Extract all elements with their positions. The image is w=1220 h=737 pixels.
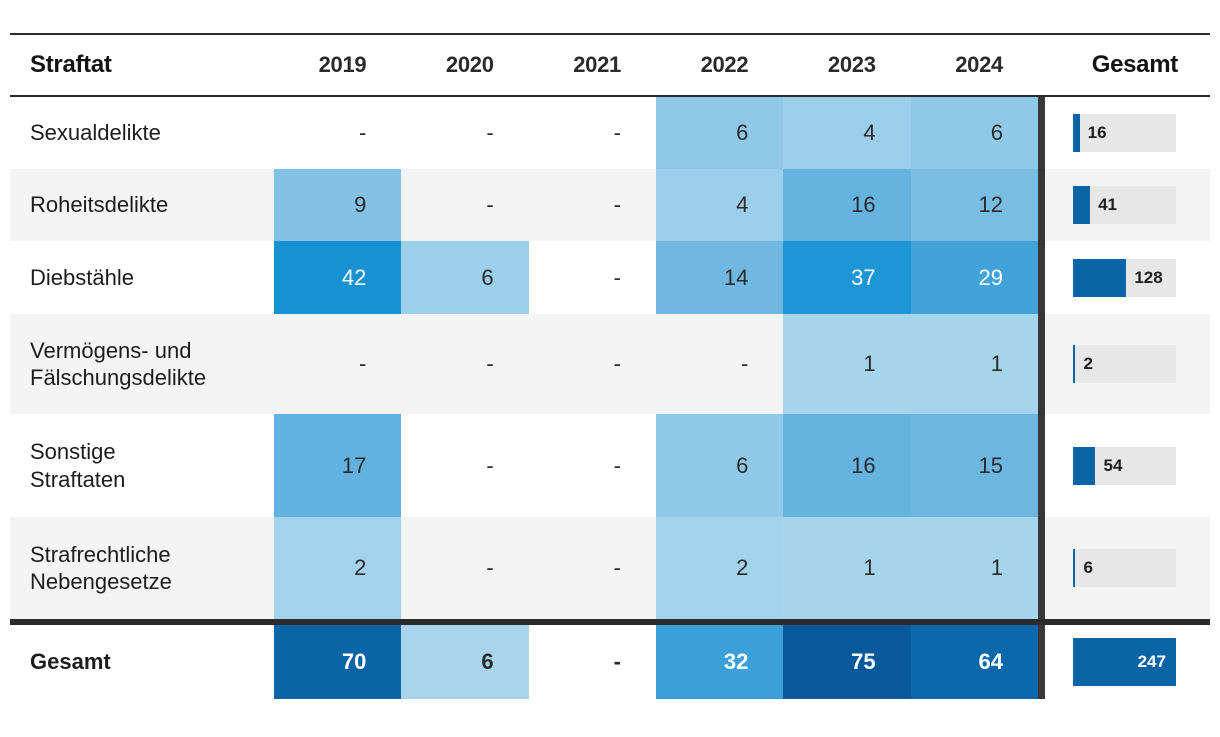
year-cell: 1 — [783, 517, 911, 619]
total-bar — [1072, 186, 1091, 224]
year-cell: 15 — [910, 414, 1038, 517]
total-bar-track: 41 — [1072, 186, 1176, 224]
total-value: 6 — [1083, 558, 1093, 577]
column-header-gesamt: Gesamt — [1091, 51, 1179, 78]
table-row-diebstaehle: Diebstähle 42 6 - 14 37 29 128 — [10, 241, 1210, 314]
gesamt-cell: 41 — [1037, 169, 1210, 241]
year-cell: 6 — [910, 97, 1038, 169]
year-cell: - — [740, 351, 749, 376]
year-cell: 1 — [783, 314, 911, 414]
column-header-2024: 2024 — [955, 52, 1003, 77]
total-value: 128 — [1134, 267, 1163, 287]
column-header-straftat: Straftat — [30, 51, 112, 78]
year-cell: - — [359, 120, 367, 145]
total-separator-rule — [10, 619, 1210, 625]
year-cell: 42 — [274, 241, 402, 314]
column-header-2019: 2019 — [318, 52, 367, 77]
year-cell-total: 6 — [401, 625, 529, 699]
total-bar-track: 54 — [1072, 446, 1176, 485]
year-cell: - — [359, 351, 367, 376]
year-cell-total: 32 — [655, 625, 784, 699]
gesamt-cell: 54 — [1037, 414, 1210, 517]
table-row-strafrechtliche-nebengesetze: Strafrechtliche Nebengesetze 2 - - 2 1 1… — [10, 517, 1210, 619]
table-row-sonstige-straftaten: Sonstige Straftaten 17 - - 6 16 15 54 — [10, 414, 1210, 517]
year-cell: 16 — [783, 169, 911, 241]
table-row-vermoegensdelikte: Vermögens- und Fälschungsdelikte - - - -… — [10, 314, 1210, 414]
year-cell: - — [486, 351, 494, 376]
year-cell: 9 — [274, 169, 402, 241]
year-cell-total: 70 — [274, 625, 402, 699]
total-value: 2 — [1083, 354, 1093, 373]
total-value: 41 — [1098, 195, 1117, 214]
year-cell: - — [613, 452, 621, 478]
column-header-2023: 2023 — [827, 52, 876, 77]
year-cell: - — [613, 351, 621, 376]
year-cell: 6 — [401, 241, 529, 314]
total-bar-track: 16 — [1072, 114, 1176, 152]
column-header-2021: 2021 — [573, 52, 621, 77]
year-cell: 4 — [655, 169, 784, 241]
gesamt-cell: 128 — [1037, 241, 1210, 314]
year-cell: 37 — [783, 241, 911, 314]
row-label: Roheitsdelikte — [30, 192, 169, 218]
total-value: 16 — [1087, 123, 1107, 142]
year-cell: - — [613, 555, 621, 580]
gesamt-cell: 16 — [1037, 97, 1210, 169]
row-label: Diebstähle — [30, 264, 134, 290]
year-cell: - — [613, 264, 621, 290]
year-cell: 1 — [910, 517, 1038, 619]
table-row-sexualdelikte: Sexualdelikte - - - 6 4 6 16 — [10, 97, 1210, 169]
year-cell: 1 — [910, 314, 1038, 414]
gesamt-cell: 2 — [1037, 314, 1210, 414]
year-cell: - — [486, 120, 494, 145]
total-bar — [1072, 258, 1127, 297]
year-cell: - — [613, 120, 621, 145]
year-cell: 2 — [655, 517, 784, 619]
total-bar-track: 6 — [1072, 549, 1176, 587]
table-header-row: Straftat 2019 2020 2021 2022 2023 2024 G… — [10, 35, 1210, 95]
row-label: Vermögens- und Fälschungsdelikte — [30, 337, 207, 391]
gesamt-cell: 6 — [1037, 517, 1210, 619]
row-label: Sexualdelikte — [30, 120, 161, 146]
gesamt-cell-total: 247 — [1037, 625, 1210, 699]
year-cell: - — [486, 192, 494, 217]
total-bar-track: 128 — [1072, 258, 1176, 297]
row-label-total: Gesamt — [30, 649, 111, 675]
year-cell-total: 75 — [783, 625, 911, 699]
year-cell: 4 — [783, 97, 911, 169]
total-bar — [1072, 345, 1076, 383]
year-cell: - — [486, 555, 494, 580]
total-bar — [1072, 549, 1076, 587]
year-cell: 14 — [655, 241, 784, 314]
header-rule — [10, 95, 1210, 97]
row-label: Strafrechtliche Nebengesetze — [30, 541, 172, 595]
year-cell-total: 64 — [910, 625, 1038, 699]
grand-total-value: 247 — [1137, 652, 1166, 671]
total-bar — [1072, 446, 1096, 485]
year-cell: - — [613, 192, 621, 217]
year-cell: 6 — [655, 97, 784, 169]
year-cell-total: - — [613, 649, 621, 674]
year-cell: 16 — [783, 414, 911, 517]
row-label: Sonstige Straftaten — [30, 439, 126, 492]
column-header-2022: 2022 — [700, 52, 749, 77]
year-cell: 17 — [274, 414, 402, 517]
year-cell: 29 — [910, 241, 1038, 314]
crime-statistics-table: Straftat 2019 2020 2021 2022 2023 2024 G… — [10, 33, 1210, 699]
table-row-gesamt-total: Gesamt 70 6 - 32 75 64 247 — [10, 625, 1210, 699]
top-rule — [10, 33, 1210, 35]
year-cell: 6 — [655, 414, 784, 517]
year-cell: 2 — [274, 517, 402, 619]
total-value: 54 — [1103, 455, 1123, 475]
column-header-2020: 2020 — [445, 52, 494, 77]
year-cell: - — [486, 452, 494, 478]
year-cell: 12 — [910, 169, 1038, 241]
total-bar — [1072, 114, 1080, 152]
total-bar-track: 2 — [1072, 345, 1176, 383]
grand-total-bar: 247 — [1072, 638, 1176, 686]
table-row-roheitsdelikte: Roheitsdelikte 9 - - 4 16 12 41 — [10, 169, 1210, 241]
